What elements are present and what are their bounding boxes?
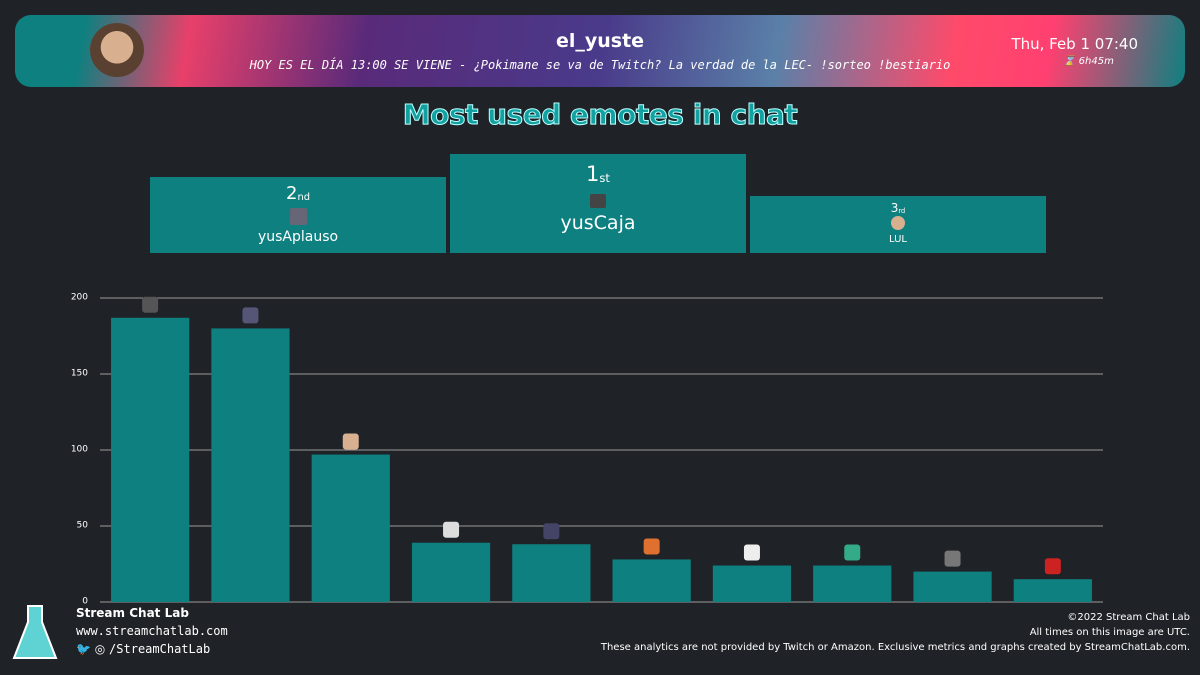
bar [111, 317, 190, 602]
bar [1013, 579, 1092, 602]
rank-number: 3 [890, 201, 899, 215]
rank-suffix: nd [297, 191, 310, 203]
bar [913, 571, 992, 602]
podium-3rd: 3rd LUL [750, 196, 1046, 253]
emote-icon [844, 544, 861, 561]
y-tick-label: 100 [71, 445, 88, 455]
avatar [90, 23, 144, 77]
y-tick-label: 0 [82, 597, 88, 607]
emote-name: LUL [889, 234, 907, 245]
rank: 1st [450, 162, 746, 186]
rank: 3rd [750, 201, 1046, 215]
emote-icon [142, 296, 159, 313]
timezone-note: All times on this image are UTC. [1029, 627, 1190, 638]
emote-name: yusAplauso [257, 229, 339, 245]
chart-title: Most used emotes in chat [402, 98, 798, 132]
emote-icon [743, 544, 760, 561]
emote-icon [643, 538, 660, 555]
copyright: ©2022 Stream Chat Lab [1067, 612, 1190, 623]
brand: Stream Chat Lab [76, 606, 189, 620]
rank-suffix: st [599, 171, 610, 186]
bar [512, 544, 591, 602]
emote-name: yusCaja [560, 212, 636, 234]
bar [311, 454, 390, 602]
y-tick-label: 150 [71, 369, 88, 379]
emote-icon [289, 208, 307, 225]
y-tick-label: 200 [71, 293, 88, 303]
y-tick-label: 50 [77, 521, 89, 531]
stream-title: HOY ES EL DÍA 13:00 SE VIENE - ¿Pokimane… [249, 58, 951, 72]
channel-name: el_yuste [555, 30, 645, 52]
logo [12, 605, 58, 659]
emote-icon [944, 550, 961, 567]
header-banner [15, 15, 1185, 87]
website: www.streamchatlab.com [76, 624, 228, 638]
rank-number: 1 [586, 162, 600, 186]
bar [712, 565, 792, 602]
rank-suffix: rd [898, 206, 906, 215]
duration-text: 6h45m [1078, 56, 1114, 67]
social: 🐦 ◎ /StreamChatLab [76, 642, 211, 656]
podium-1st: 1st yusCaja [450, 154, 746, 253]
date: Thu, Feb 1 07:40 [1011, 35, 1138, 53]
disclaimer: These analytics are not provided by Twit… [600, 642, 1190, 653]
duration: ⌛ 6h45m [1063, 56, 1114, 67]
rank: 2nd [150, 183, 446, 204]
emote-icon [242, 307, 259, 324]
bar [813, 565, 892, 602]
emote-icon [443, 521, 460, 538]
emote-icon [1044, 558, 1061, 575]
emote-icon [543, 523, 560, 540]
rank-number: 2 [286, 183, 298, 204]
bar [612, 559, 691, 602]
bar [411, 542, 491, 602]
podium-2nd: 2nd yusAplauso [150, 177, 446, 253]
bar [211, 328, 290, 602]
emote-icon [590, 194, 606, 208]
emote-icon [342, 433, 359, 450]
emote-icon [891, 216, 905, 230]
social-handle: /StreamChatLab [109, 642, 211, 656]
